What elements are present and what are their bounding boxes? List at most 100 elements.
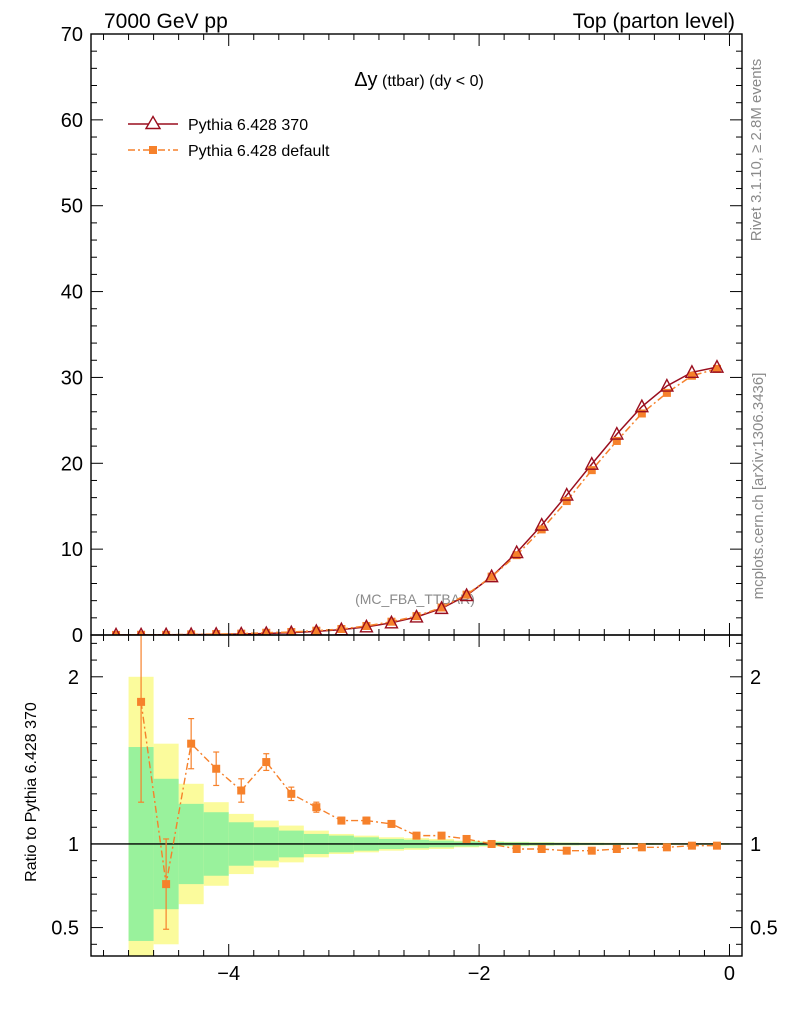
plot-title-sub: (ttbar) (dy < 0) — [378, 73, 484, 90]
y-tick-label: 40 — [61, 282, 83, 304]
ratio-point-default — [562, 846, 571, 855]
point-ref — [534, 517, 549, 531]
point-default — [637, 409, 646, 418]
ratio-point-default — [637, 843, 646, 852]
point-default — [312, 626, 321, 635]
point-default — [662, 388, 671, 397]
ratio-point-default — [362, 816, 371, 825]
header-left: 7000 GeV pp — [104, 10, 228, 33]
point-default — [462, 590, 471, 599]
ratio-point-default — [162, 880, 171, 889]
y-tick-label: 30 — [61, 367, 83, 389]
point-default — [362, 621, 371, 630]
point-ref — [211, 626, 221, 635]
x-tick-label: −2 — [468, 963, 491, 985]
ratio-point-default — [412, 831, 421, 840]
point-ref — [609, 426, 624, 440]
ratio-point-default — [187, 739, 196, 748]
point-default — [337, 624, 346, 633]
point-default — [587, 466, 596, 475]
y-tick-label: 70 — [61, 24, 83, 46]
series-layer — [111, 359, 725, 635]
ratio-point-default — [237, 786, 246, 795]
point-ref — [310, 623, 323, 635]
legend-triangle-icon — [144, 115, 162, 130]
legend: Pythia 6.428 370 Pythia 6.428 default — [128, 115, 330, 160]
ratio-y-tick-label-right: 2 — [750, 667, 761, 689]
point-ref — [236, 625, 246, 635]
x-tick-label: −4 — [217, 963, 240, 985]
point-ref — [285, 624, 297, 635]
ratio-y-tick-label-left: 0.5 — [51, 918, 79, 940]
y-tick-label: 0 — [72, 625, 83, 647]
point-default — [437, 603, 446, 612]
point-default — [412, 612, 421, 621]
point-ref — [111, 626, 121, 635]
ratio-frame — [90, 634, 743, 957]
point-ref — [186, 626, 196, 635]
legend-label-default: Pythia 6.428 default — [188, 143, 330, 160]
plot-title-main: Δy — [354, 69, 377, 91]
analysis-watermark: (MC_FBA_TTBAR) — [355, 591, 475, 607]
ratio-point-default — [687, 841, 696, 850]
point-ref — [484, 568, 499, 583]
point-ref — [434, 600, 449, 615]
ratio-point-default — [287, 789, 296, 798]
point-ref — [684, 364, 700, 378]
legend-square-icon — [149, 146, 157, 154]
y-tick-label: 60 — [61, 110, 83, 132]
point-default — [137, 630, 146, 635]
point-default — [187, 630, 196, 635]
point-ref — [459, 587, 474, 602]
point-default — [212, 630, 221, 635]
ratio-point-default — [537, 845, 546, 853]
point-default — [687, 371, 696, 380]
point-default — [562, 497, 571, 506]
point-ref — [509, 544, 524, 559]
ratio-point-default — [312, 803, 321, 812]
point-ref — [634, 398, 650, 413]
point-ref — [559, 487, 574, 501]
ratio-point-default — [437, 831, 446, 840]
rivet-label: Rivet 3.1.10, ≥ 2.8M events — [748, 59, 765, 242]
ratio-point-default — [487, 839, 496, 848]
point-ref — [136, 626, 146, 635]
point-ref — [409, 608, 424, 623]
y-tick-label: 10 — [61, 539, 83, 561]
ratio-point-default — [137, 697, 146, 706]
point-default — [612, 436, 621, 445]
ratio-point-default — [212, 764, 221, 773]
y-tick-label: 20 — [61, 453, 83, 475]
ratio-line-default — [140, 701, 717, 885]
point-default — [487, 572, 496, 581]
ratio-point-default — [387, 819, 396, 828]
ratio-y-tick-label-left: 2 — [68, 667, 79, 689]
plot-title: Δy (ttbar) (dy < 0) — [354, 69, 484, 91]
ratio-y-tick-label-right: 0.5 — [750, 918, 778, 940]
ratio-point-default — [587, 846, 596, 855]
point-default — [537, 525, 546, 534]
ratio-y-tick-label-left: 1 — [68, 834, 79, 856]
x-tick-label: 0 — [724, 963, 735, 985]
point-ref — [161, 626, 171, 635]
point-default — [262, 628, 271, 635]
ratio-point-default — [712, 841, 721, 850]
ratio-point-default — [337, 816, 346, 825]
point-default — [387, 617, 396, 626]
point-default — [112, 630, 121, 635]
point-default — [712, 364, 721, 373]
point-default — [162, 630, 171, 635]
point-ref — [384, 614, 399, 629]
ratio-point-default — [262, 758, 271, 767]
point-default — [512, 551, 521, 560]
mcplots-label: mcplots.cern.ch [arXiv:1306.3436] — [750, 373, 767, 600]
ratio-point-default — [462, 834, 471, 843]
ratio-layer — [91, 635, 742, 930]
point-default — [287, 627, 296, 635]
point-ref — [709, 359, 725, 373]
ratio-y-tick-label-right: 1 — [750, 834, 761, 856]
legend-label-ref: Pythia 6.428 370 — [188, 117, 308, 134]
point-ref — [659, 378, 675, 392]
ratio-point-default — [512, 845, 521, 853]
